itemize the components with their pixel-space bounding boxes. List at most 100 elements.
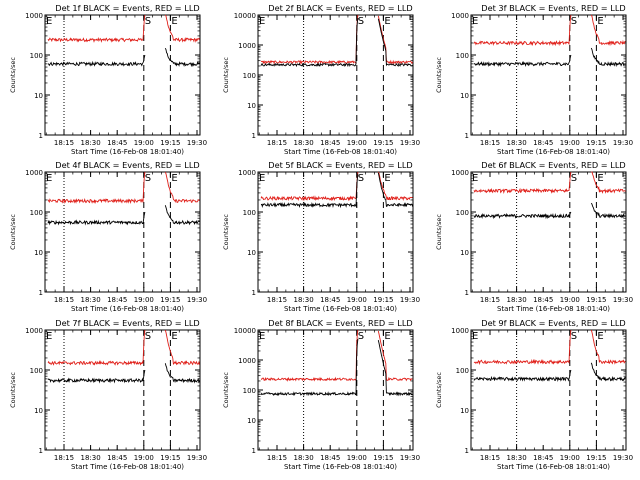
x-tick-label: 18:15 (54, 454, 74, 462)
x-tick-label: 18:45 (533, 296, 553, 304)
y-axis-label: Counts/sec (9, 57, 17, 93)
x-tick-label: 19:00 (134, 139, 154, 147)
y-axis-label: Counts/sec (222, 57, 230, 93)
x-tick-label: 18:30 (81, 454, 101, 462)
series-line-lld (473, 14, 626, 47)
x-tick-label: 18:15 (54, 296, 74, 304)
chart-panel-det9f: Det 9f BLACK = Events, RED = LLD Counts/s… (435, 318, 633, 471)
y-tick-label: 1 (465, 447, 469, 455)
y-tick-label: 10 (247, 417, 256, 425)
corner-marker-label: E (46, 331, 52, 342)
y-tick-label: 1 (252, 447, 256, 455)
x-tick-label: 19:30 (400, 139, 420, 147)
y-tick-label: 10000 (234, 12, 256, 20)
chart-title: Det 4f BLACK = Events, RED = LLD (55, 160, 199, 170)
x-tick-label: 19:15 (373, 296, 393, 304)
marker-label-s: S (358, 16, 364, 27)
y-axis-label: Counts/sec (222, 214, 230, 250)
chart-panel-det7f: Det 7f BLACK = Events, RED = LLD Counts/s… (9, 318, 207, 471)
x-axis-label: Start Time (16-Feb-08 18:01:40) (497, 148, 610, 156)
marker-label-s: S (571, 16, 577, 27)
y-axis-label: Counts/sec (435, 57, 443, 93)
chart-title: Det 1f BLACK = Events, RED = LLD (55, 3, 199, 13)
x-axis-label: Start Time (16-Feb-08 18:01:40) (497, 463, 610, 471)
series-line-lld (260, 171, 413, 202)
x-tick-label: 19:15 (586, 454, 606, 462)
x-tick-label: 18:15 (267, 139, 287, 147)
chart-title: Det 7f BLACK = Events, RED = LLD (55, 318, 199, 328)
y-tick-label: 1 (39, 289, 43, 297)
series-line-events (260, 17, 413, 68)
plot-frame (470, 14, 627, 136)
plot-frame (44, 329, 201, 451)
marker-label-s: S (571, 331, 577, 342)
x-axis-label: Start Time (16-Feb-08 18:01:40) (497, 305, 610, 313)
chart-panel-det2f: Det 2f BLACK = Events, RED = LLD Counts/s… (222, 3, 420, 156)
y-tick-label: 1000 (451, 169, 469, 177)
y-tick-label: 1 (252, 289, 256, 297)
x-tick-label: 19:15 (586, 296, 606, 304)
marker-label-s: S (145, 331, 151, 342)
y-tick-label: 100 (456, 209, 469, 217)
x-tick-label: 18:30 (81, 139, 101, 147)
plot-frame (257, 14, 414, 136)
marker-label-s: S (145, 16, 151, 27)
y-tick-label: 1000 (25, 169, 43, 177)
marker-label-s: S (571, 173, 577, 184)
plot-frame (44, 14, 201, 136)
x-tick-label: 19:00 (134, 296, 154, 304)
x-tick-label: 18:30 (294, 296, 314, 304)
y-tick-label: 1000 (451, 12, 469, 20)
y-tick-label: 10 (460, 92, 469, 100)
marker-label-e: E (171, 173, 177, 184)
marker-label-s: S (358, 331, 364, 342)
marker-label-e: E (384, 331, 390, 342)
y-axis-label: Counts/sec (435, 214, 443, 250)
plot-frame (470, 329, 627, 451)
x-tick-label: 19:30 (187, 139, 207, 147)
x-tick-label: 18:15 (54, 139, 74, 147)
y-axis-label: Counts/sec (9, 372, 17, 408)
x-tick-label: 18:45 (107, 139, 127, 147)
x-tick-label: 19:30 (400, 454, 420, 462)
y-tick-label: 100 (30, 209, 43, 217)
x-tick-label: 18:45 (320, 454, 340, 462)
chart-title: Det 8f BLACK = Events, RED = LLD (268, 318, 412, 328)
x-tick-label: 18:30 (507, 454, 527, 462)
x-tick-label: 18:45 (107, 296, 127, 304)
y-tick-label: 10 (460, 249, 469, 257)
marker-label-s: S (145, 173, 151, 184)
x-tick-label: 19:30 (613, 296, 633, 304)
y-tick-label: 1 (252, 132, 256, 140)
y-tick-label: 100 (243, 72, 256, 80)
series-line-lld (47, 329, 200, 366)
y-tick-label: 1000 (238, 42, 256, 50)
x-tick-label: 19:00 (134, 454, 154, 462)
chart-panel-det3f: Det 3f BLACK = Events, RED = LLD Counts/s… (435, 3, 633, 156)
marker-label-e: E (597, 173, 603, 184)
y-tick-label: 1000 (238, 357, 256, 365)
marker-label-e: E (171, 331, 177, 342)
plot-frame (44, 171, 201, 293)
chart-title: Det 5f BLACK = Events, RED = LLD (268, 160, 412, 170)
y-tick-label: 10 (247, 249, 256, 257)
corner-marker-label: E (46, 173, 52, 184)
y-tick-label: 100 (243, 387, 256, 395)
x-tick-label: 18:30 (507, 296, 527, 304)
x-tick-label: 19:00 (347, 296, 367, 304)
chart-title: Det 6f BLACK = Events, RED = LLD (481, 160, 625, 170)
x-tick-label: 19:15 (160, 296, 180, 304)
series-line-lld (47, 171, 200, 205)
x-axis-label: Start Time (16-Feb-08 18:01:40) (71, 463, 184, 471)
y-tick-label: 100 (243, 209, 256, 217)
chart-panel-det4f: Det 4f BLACK = Events, RED = LLD Counts/s… (9, 160, 207, 313)
series-line-lld (473, 171, 626, 194)
x-tick-label: 19:00 (347, 454, 367, 462)
series-line-events (48, 48, 200, 68)
x-tick-label: 19:30 (187, 454, 207, 462)
corner-marker-label: E (472, 173, 478, 184)
x-tick-label: 18:45 (533, 139, 553, 147)
x-axis-label: Start Time (16-Feb-08 18:01:40) (284, 463, 397, 471)
x-tick-label: 19:30 (613, 139, 633, 147)
